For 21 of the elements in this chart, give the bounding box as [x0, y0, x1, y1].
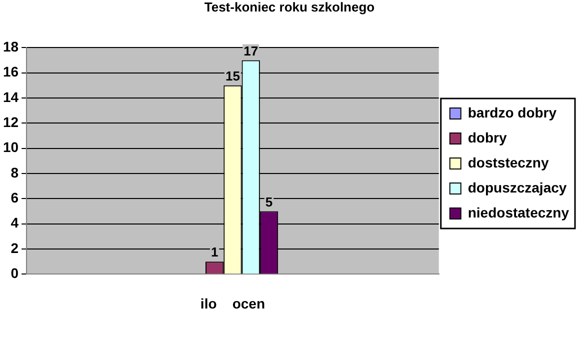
legend-label: niedostateczny: [468, 204, 570, 220]
legend-label: dopuszczajacy: [468, 179, 567, 196]
y-tick-label: 10: [2, 139, 19, 156]
y-tick-label: 8: [10, 164, 19, 180]
y-tick-label: 14: [2, 88, 19, 105]
x-tick-label: ilo ocen: [200, 295, 266, 312]
data-label: 15: [225, 68, 240, 84]
y-tick-label: 0: [10, 265, 19, 282]
data-label: 17: [244, 43, 258, 58]
data-label: 1: [210, 244, 218, 260]
legend-label: doststeczny: [468, 154, 549, 170]
y-tick-label: 18: [2, 38, 19, 54]
legend-label: dobry: [468, 129, 507, 146]
legend-label: bardzo dobry: [468, 104, 557, 120]
chart-title: Test-koniec roku szkolnego: [204, 0, 375, 14]
y-tick-label: 2: [10, 240, 19, 256]
data-label: 5: [265, 194, 273, 210]
y-tick-label: 4: [10, 214, 19, 231]
y-tick-label: 6: [10, 190, 19, 206]
y-tick-label: 16: [2, 64, 19, 80]
y-tick-label: 12: [2, 114, 19, 130]
